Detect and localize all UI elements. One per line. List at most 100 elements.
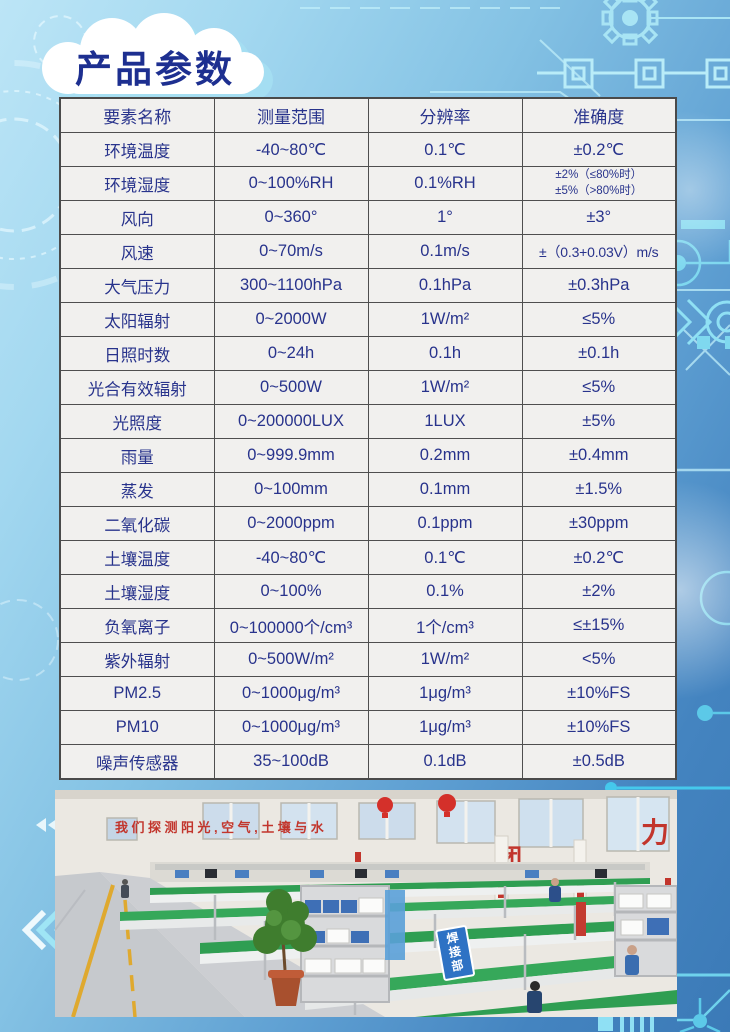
table-cell: 300~1100hPa bbox=[213, 268, 369, 303]
table-cell: 1LUX bbox=[367, 404, 523, 439]
table-row: 环境温度 -40~80℃ 0.1℃ ±0.2℃ bbox=[59, 132, 677, 167]
table-cell: 1W/m² bbox=[367, 642, 523, 677]
column-header: 分辨率 bbox=[367, 97, 523, 133]
table-cell: ±0.5dB bbox=[521, 744, 677, 780]
title-cloud: 产品参数 bbox=[28, 12, 278, 108]
table-cell: 1° bbox=[367, 200, 523, 235]
table-row: 风速 0~70m/s 0.1m/s ±（0.3+0.03V）m/s bbox=[59, 234, 677, 269]
table-cell: 0~500W bbox=[213, 370, 369, 405]
lantern-icons bbox=[377, 794, 456, 818]
table-row: 负氧离子 0~100000个/cm³ 1个/cm³ ≤±15% bbox=[59, 608, 677, 643]
table-cell: 1W/m² bbox=[367, 302, 523, 337]
table-cell: 0~1000μg/m³ bbox=[213, 676, 369, 711]
table-row: 土壤湿度 0~100% 0.1% ±2% bbox=[59, 574, 677, 609]
far-workbench-row bbox=[150, 862, 650, 882]
table-row: 紫外辐射 0~500W/m² 1W/m² <5% bbox=[59, 642, 677, 677]
table-cell: 1个/cm³ bbox=[367, 608, 523, 643]
table-row: 土壤温度 -40~80℃ 0.1℃ ±0.2℃ bbox=[59, 540, 677, 575]
table-cell: 二氧化碳 bbox=[59, 506, 215, 541]
table-cell: 环境温度 bbox=[59, 132, 215, 167]
table-cell: 0~2000ppm bbox=[213, 506, 369, 541]
table-cell: -40~80℃ bbox=[213, 540, 369, 575]
table-cell: -40~80℃ bbox=[213, 132, 369, 167]
table-cell: 0.1h bbox=[367, 336, 523, 371]
table-cell: 0~1000μg/m³ bbox=[213, 710, 369, 745]
table-cell: 0.1% bbox=[367, 574, 523, 609]
table-cell: ±10%FS bbox=[521, 710, 677, 745]
column-header: 测量范围 bbox=[213, 97, 369, 133]
column-header: 要素名称 bbox=[59, 97, 215, 133]
table-cell: 蒸发 bbox=[59, 472, 215, 507]
table-cell: 0.1℃ bbox=[367, 540, 523, 575]
table-cell: PM10 bbox=[59, 710, 215, 745]
table-cell: 噪声传感器 bbox=[59, 744, 215, 780]
table-cell: 0~360° bbox=[213, 200, 369, 235]
spec-table: 要素名称 测量范围 分辨率 准确度 环境温度 -40~80℃ 0.1℃ ±0.2℃ 环境湿度 0… bbox=[59, 97, 677, 780]
wall-character: 力 bbox=[641, 817, 669, 848]
table-cell: 0.1℃ bbox=[367, 132, 523, 167]
table-cell: 负氧离子 bbox=[59, 608, 215, 643]
table-cell: 0~100000个/cm³ bbox=[213, 608, 369, 643]
table-cell: ±5% bbox=[521, 404, 677, 439]
table-cell: ±0.2℃ bbox=[521, 540, 677, 575]
table-cell: 0~500W/m² bbox=[213, 642, 369, 677]
table-cell: ±1.5% bbox=[521, 472, 677, 507]
table-cell: 光合有效辐射 bbox=[59, 370, 215, 405]
table-row: 风向 0~360° 1° ±3° bbox=[59, 200, 677, 235]
department-sign: 焊接部 bbox=[435, 925, 475, 981]
table-cell: 0~100% bbox=[213, 574, 369, 609]
table-cell: ±3° bbox=[521, 200, 677, 235]
table-cell: 光照度 bbox=[59, 404, 215, 439]
table-row: PM2.5 0~1000μg/m³ 1μg/m³ ±10%FS bbox=[59, 676, 677, 711]
gear-icon bbox=[601, 0, 730, 46]
table-cell: ±10%FS bbox=[521, 676, 677, 711]
table-cell: 0~24h bbox=[213, 336, 369, 371]
workers bbox=[121, 878, 639, 1013]
table-cell: ±0.1h bbox=[521, 336, 677, 371]
table-cell: 0.2mm bbox=[367, 438, 523, 473]
table-cell: 土壤温度 bbox=[59, 540, 215, 575]
department-sign-text: 焊接部 bbox=[445, 929, 464, 973]
table-header-row: 要素名称 测量范围 分辨率 准确度 bbox=[59, 97, 677, 133]
table-cell: 0.1m/s bbox=[367, 234, 523, 269]
table-cell: 0.1dB bbox=[367, 744, 523, 780]
table-cell: 0~70m/s bbox=[213, 234, 369, 269]
table-row: 蒸发 0~100mm 0.1mm ±1.5% bbox=[59, 472, 677, 507]
table-cell: 土壤湿度 bbox=[59, 574, 215, 609]
table-cell: <5% bbox=[521, 642, 677, 677]
table-cell: 0~100%RH bbox=[213, 166, 369, 201]
table-row: 光照度 0~200000LUX 1LUX ±5% bbox=[59, 404, 677, 439]
table-row: 日照时数 0~24h 0.1h ±0.1h bbox=[59, 336, 677, 371]
table-cell: ≤5% bbox=[521, 370, 677, 405]
table-cell: 雨量 bbox=[59, 438, 215, 473]
table-row: 光合有效辐射 0~500W 1W/m² ≤5% bbox=[59, 370, 677, 405]
table-cell: ±0.3hPa bbox=[521, 268, 677, 303]
column-header: 准确度 bbox=[521, 97, 677, 133]
table-cell: 0~2000W bbox=[213, 302, 369, 337]
table-cell: ±0.4mm bbox=[521, 438, 677, 473]
table-cell: PM2.5 bbox=[59, 676, 215, 711]
table-cell: 太阳辐射 bbox=[59, 302, 215, 337]
table-cell: 0~200000LUX bbox=[213, 404, 369, 439]
table-row: 二氧化碳 0~2000ppm 0.1ppm ±30ppm bbox=[59, 506, 677, 541]
table-cell: 风向 bbox=[59, 200, 215, 235]
table-cell: ±0.2℃ bbox=[521, 132, 677, 167]
table-cell: ≤5% bbox=[521, 302, 677, 337]
table-cell: 紫外辐射 bbox=[59, 642, 215, 677]
table-cell: 1μg/m³ bbox=[367, 710, 523, 745]
table-cell: 0.1%RH bbox=[367, 166, 523, 201]
table-row: PM10 0~1000μg/m³ 1μg/m³ ±10%FS bbox=[59, 710, 677, 745]
table-cell: 1W/m² bbox=[367, 370, 523, 405]
table-cell: 环境湿度 bbox=[59, 166, 215, 201]
table-row: 太阳辐射 0~2000W 1W/m² ≤5% bbox=[59, 302, 677, 337]
table-cell: 1μg/m³ bbox=[367, 676, 523, 711]
table-cell: ±2%（≤80%时） ±5%（>80%时） bbox=[521, 166, 677, 201]
potted-plant bbox=[253, 889, 317, 1006]
cloud-shape bbox=[42, 13, 264, 94]
table-cell: ±（0.3+0.03V）m/s bbox=[521, 234, 677, 269]
table-row: 环境湿度 0~100%RH 0.1%RH ±2%（≤80%时） ±5%（>80%时） bbox=[59, 166, 677, 201]
table-cell: 日照时数 bbox=[59, 336, 215, 371]
table-cell: 大气压力 bbox=[59, 268, 215, 303]
factory-photo: 我们探测阳光,空气,土壤与水 团 力 bbox=[55, 790, 677, 1017]
